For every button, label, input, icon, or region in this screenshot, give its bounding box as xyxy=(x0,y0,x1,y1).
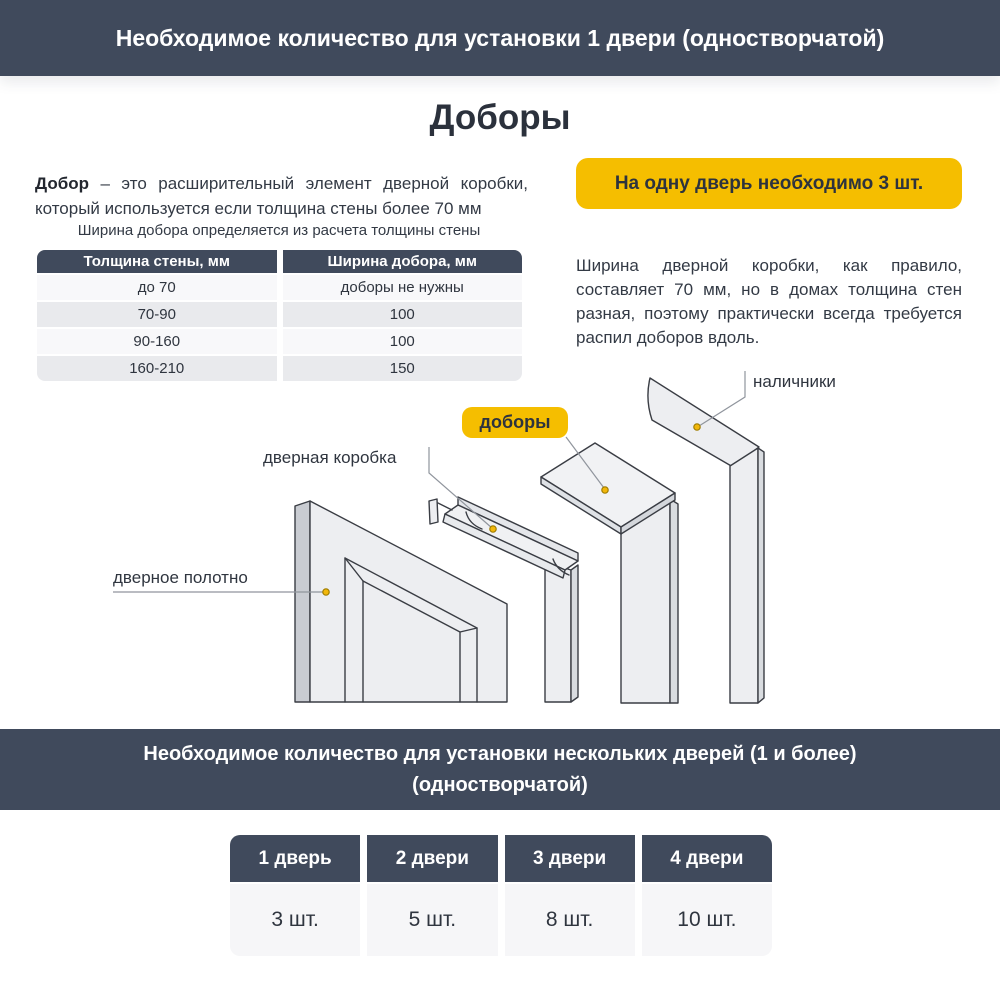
wall-table-header-width: Ширина добора, мм xyxy=(282,250,522,273)
table-cell: доборы не нужны xyxy=(282,275,522,300)
intro-paragraph: Добор – это расширительный элемент дверн… xyxy=(35,171,528,221)
dot-door-leaf xyxy=(322,588,330,596)
leader-dobory xyxy=(565,436,605,489)
count-header-1-door: 1 дверь xyxy=(230,835,361,882)
count-value-4-doors: 10 шт. xyxy=(641,884,772,956)
intro-term: Добор xyxy=(35,174,89,193)
per-door-quantity-text: На одну дверь необходимо 3 шт. xyxy=(614,172,924,194)
label-nalichniki: наличники xyxy=(753,372,836,391)
intro-text: – это расширительный элемент дверной кор… xyxy=(35,174,528,218)
leader-door-frame xyxy=(428,447,493,529)
bottom-banner-line2: (одностворчатой) xyxy=(412,773,588,796)
page-title: Доборы xyxy=(429,98,571,137)
count-header-3-doors: 3 двери xyxy=(504,835,635,882)
label-dobory-badge: доборы xyxy=(462,407,568,438)
count-header-2-doors: 2 двери xyxy=(367,835,498,882)
table-cell: до 70 xyxy=(37,275,277,300)
door-leaf-shape xyxy=(294,500,508,703)
label-door-frame: дверная коробка xyxy=(263,448,397,467)
count-value-1-door: 3 шт. xyxy=(230,884,361,956)
door-parts-diagram xyxy=(100,360,900,710)
table-cell: 90-160 xyxy=(37,329,277,354)
per-door-quantity-badge: На одну дверь необходимо 3 шт. xyxy=(576,158,962,209)
frame-width-paragraph: Ширина дверной коробки, как правило, сос… xyxy=(576,256,962,347)
wall-table-caption: Ширина добора определяется из расчета то… xyxy=(77,222,481,239)
table-cell: 100 xyxy=(282,302,522,327)
top-banner: Необходимое количество для установки 1 д… xyxy=(0,0,1000,76)
label-dobory-text: доборы xyxy=(479,412,551,432)
door-parts-illustration xyxy=(113,371,765,704)
bottom-banner-line1: Необходимое количество для установки нес… xyxy=(143,742,857,765)
table-cell: 100 xyxy=(282,329,522,354)
door-frame-shape xyxy=(428,496,579,703)
doors-count-table: 1 дверь 2 двери 3 двери 4 двери 3 шт. 5 … xyxy=(230,835,772,956)
table-cell: 150 xyxy=(282,356,522,381)
table-cell: 70-90 xyxy=(37,302,277,327)
top-banner-text: Необходимое количество для установки 1 д… xyxy=(115,24,885,51)
dot-door-frame xyxy=(489,525,497,533)
count-header-4-doors: 4 двери xyxy=(641,835,772,882)
wall-thickness-table: Толщина стены, мм Ширина добора, мм до 7… xyxy=(37,250,522,381)
dot-dobory xyxy=(601,486,609,494)
leader-nalichniki xyxy=(698,371,746,427)
table-cell: 160-210 xyxy=(37,356,277,381)
bottom-banner: Необходимое количество для установки нес… xyxy=(0,729,1000,810)
dot-nalichniki xyxy=(693,423,701,431)
wall-table-header-thickness: Толщина стены, мм xyxy=(37,250,277,273)
label-door-leaf: дверное полотно xyxy=(113,568,248,587)
dobor-board-shape xyxy=(540,442,679,704)
count-value-2-doors: 5 шт. xyxy=(367,884,498,956)
count-value-3-doors: 8 шт. xyxy=(504,884,635,956)
